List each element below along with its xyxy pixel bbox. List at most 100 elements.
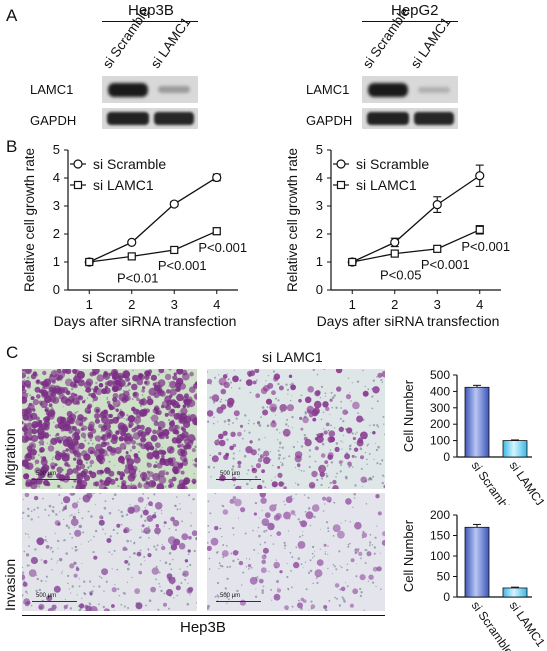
bar [464,526,490,598]
y-axis-label: Cell Number [401,379,416,452]
panel-a-letter: A [6,6,18,25]
scale-bar-label: 500 μm [36,593,57,599]
wb-cell-line-hepg2: HepG2 [391,2,439,19]
wb-band-lamc1 [102,76,198,103]
micrograph-invasion-scramble [22,493,197,611]
wb-lane-label: si LAMC1 [407,14,454,72]
wb-row-label: GAPDH [306,113,353,128]
y-tick-label: 100 [430,549,450,563]
series-line [89,230,218,263]
scale-bar-label: 500 μm [36,471,57,477]
p-value-annotation: P<0.001 [158,258,207,273]
scale-bar [216,479,261,480]
micrograph-column-label: si LAMC1 [262,349,323,365]
legend-label: si LAMC1 [93,177,154,193]
micrograph-row-label: Migration [2,428,18,486]
x-tick-label: si LAMC1 [507,459,545,505]
y-tick-label: 200 [430,417,450,431]
y-axis-label: Relative cell growth rate [22,148,37,292]
y-tick-label: 50 [437,570,451,584]
data-point [169,199,179,209]
y-axis-label: Relative cell growth rate [285,148,300,292]
y-tick-label: 200 [430,508,450,522]
x-tick-label: si LAMC1 [507,599,545,650]
legend-marker [336,159,346,169]
western-blot-panel: Hep3B si Scramble si LAMC1 LAMC1 GAPDH H… [0,0,547,136]
scale-bar [216,601,261,602]
y-tick-label: 0 [316,282,323,297]
wb-row-label: GAPDH [30,113,77,128]
data-point [390,237,400,248]
stained-cells [22,369,197,489]
legend-label: si Scramble [356,156,429,172]
micrograph-column-label: si Scramble [82,349,156,365]
data-point [212,227,221,236]
legend-label: si LAMC1 [356,177,417,193]
y-tick-label: 5 [53,142,60,157]
y-tick-label: 0 [443,450,450,464]
x-tick-label: 4 [476,297,483,312]
y-tick-label: 3 [53,198,60,213]
scale-bar [32,601,77,602]
y-tick-label: 150 [430,529,450,543]
wb-band-gapdh [362,108,458,129]
panel-b-letter: B [6,137,18,156]
wb-row-label: LAMC1 [306,82,350,97]
bar [502,587,528,598]
data-point [432,199,442,210]
data-point [127,252,136,261]
stained-cells [22,493,197,611]
stained-cells [207,493,385,611]
legend-marker [73,159,83,169]
micrograph-cell-line: Hep3B [180,619,226,636]
y-tick-label: 300 [430,401,450,415]
wb-divider [102,21,198,22]
data-point [475,225,484,234]
p-value-annotation: P<0.001 [421,257,470,272]
micrograph-migration-scramble [22,369,197,489]
x-tick-label: 2 [128,297,135,312]
data-point [390,249,399,258]
data-point [433,244,442,253]
series-line [352,229,481,263]
micrograph-row-label: Invasion [2,558,18,611]
y-tick-label: 500 [430,368,450,382]
scale-bar-label: 500 μm [220,471,241,477]
series-line [351,175,481,263]
x-tick-label: 1 [349,297,356,312]
y-tick-label: 1 [316,254,323,269]
wb-lane-label: si Scramble [99,4,153,71]
bar [502,440,528,458]
legend-marker [336,180,346,190]
data-point [127,237,137,248]
y-tick-label: 5 [316,142,323,157]
p-value-annotation: P<0.001 [461,239,510,254]
y-tick-label: 2 [316,226,323,241]
y-tick-label: 0 [443,590,450,604]
x-axis-label: Days after siRNA transfection [54,313,237,329]
x-axis-label: Days after siRNA transfection [317,313,500,329]
data-point [212,172,222,183]
wb-band-gapdh [102,108,198,129]
y-tick-label: 4 [53,170,60,185]
wb-lane-label: si LAMC1 [147,14,194,72]
micrograph-panel: si Scramble si LAMC1 Migration Invasion … [0,343,547,651]
y-tick-label: 4 [316,170,323,185]
y-tick-label: 3 [316,198,323,213]
panel-c-letter: C [6,343,19,362]
series-line [88,176,218,263]
x-tick-label: 1 [86,297,93,312]
y-axis-label: Cell Number [401,519,416,592]
scale-bar [32,479,77,480]
wb-cell-line-hep3b: Hep3B [128,2,174,19]
data-point [170,245,179,255]
x-tick-label: 2 [391,297,398,312]
y-tick-label: 400 [430,384,450,398]
y-tick-label: 1 [53,254,60,269]
p-value-annotation: P<0.01 [117,270,159,285]
scale-bar-label: 500 μm [220,593,241,599]
cell-line-divider [22,615,385,616]
legend-label: si Scramble [93,156,166,172]
